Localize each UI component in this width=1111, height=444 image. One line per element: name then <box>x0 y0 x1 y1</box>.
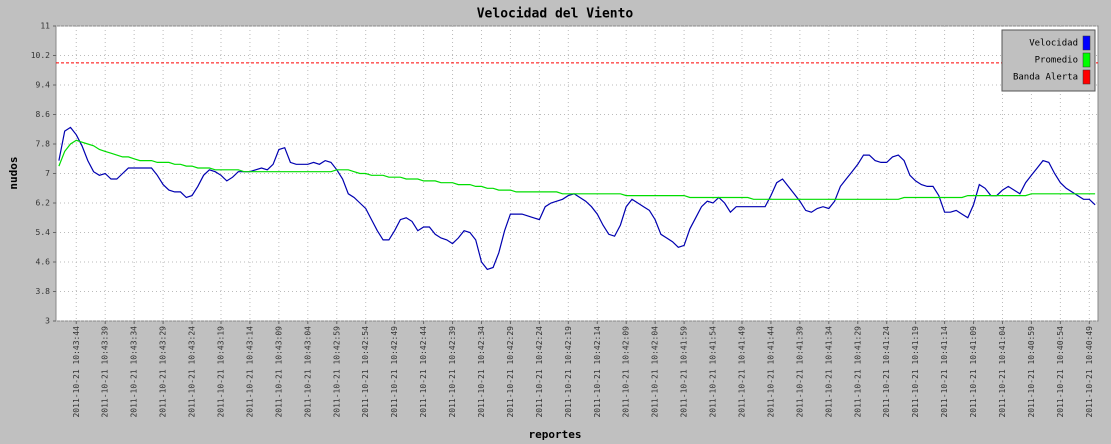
legend-label: Velocidad <box>1029 39 1078 49</box>
y-tick-label: 6.2 <box>36 199 51 208</box>
x-tick-label: 2011-10-21 10:42:39 <box>448 326 457 418</box>
x-tick-label: 2011-10-21 10:41:54 <box>709 326 718 418</box>
x-tick-label: 2011-10-21 10:42:49 <box>390 326 399 418</box>
y-axis-label: nudos <box>7 156 20 189</box>
x-tick-label: 2011-10-21 10:40:49 <box>1085 326 1094 418</box>
x-tick-label: 2011-10-21 10:41:14 <box>940 326 949 418</box>
x-tick-label: 2011-10-21 10:43:19 <box>216 326 225 418</box>
x-tick-label: 2011-10-21 10:42:24 <box>535 326 544 418</box>
x-tick-label: 2011-10-21 10:42:44 <box>419 326 428 418</box>
y-tick-label: 5.4 <box>36 228 51 237</box>
x-tick-label: 2011-10-21 10:42:34 <box>477 326 486 418</box>
x-tick-label: 2011-10-21 10:41:29 <box>853 326 862 418</box>
legend-swatch <box>1082 69 1091 85</box>
x-tick-label: 2011-10-21 10:41:24 <box>882 326 891 418</box>
series-line <box>58 139 1096 200</box>
y-tick-label: 3.8 <box>36 287 51 296</box>
chart-title: Velocidad del Viento <box>477 7 634 22</box>
x-tick-label: 2011-10-21 10:43:34 <box>130 326 139 418</box>
x-tick-label: 2011-10-21 10:40:54 <box>1056 326 1065 418</box>
y-tick-label: 10.2 <box>31 51 50 60</box>
legend-swatch <box>1082 52 1091 68</box>
x-tick-label: 2011-10-21 10:41:34 <box>824 326 833 418</box>
x-tick-label: 2011-10-21 10:41:19 <box>911 326 920 418</box>
legend-label: Banda Alerta <box>1013 73 1078 83</box>
y-tick-label: 9.4 <box>36 81 51 90</box>
x-tick-label: 2011-10-21 10:42:59 <box>332 326 341 418</box>
series-line <box>58 126 1096 271</box>
y-tick-label: 7 <box>45 169 50 178</box>
y-tick-label: 8.6 <box>36 110 51 119</box>
x-tick-label: 2011-10-21 10:43:39 <box>101 326 110 418</box>
y-tick-label: 3 <box>45 317 50 326</box>
y-tick-label: 7.8 <box>36 140 51 149</box>
x-tick-label: 2011-10-21 10:40:59 <box>1027 326 1036 418</box>
x-tick-label: 2011-10-21 10:42:19 <box>564 326 573 418</box>
x-tick-label: 2011-10-21 10:42:04 <box>651 326 660 418</box>
x-tick-label: 2011-10-21 10:41:39 <box>795 326 804 418</box>
x-tick-label: 2011-10-21 10:41:09 <box>969 326 978 418</box>
x-tick-label: 2011-10-21 10:41:59 <box>680 326 689 418</box>
x-tick-label: 2011-10-21 10:43:29 <box>159 326 168 418</box>
x-tick-label: 2011-10-21 10:43:44 <box>72 326 81 418</box>
x-tick-label: 2011-10-21 10:42:14 <box>593 326 602 418</box>
legend-box <box>1001 29 1096 92</box>
x-tick-label: 2011-10-21 10:42:29 <box>506 326 515 418</box>
y-tick-label: 4.6 <box>36 258 51 267</box>
x-tick-label: 2011-10-21 10:41:04 <box>998 326 1007 418</box>
x-tick-label: 2011-10-21 10:42:54 <box>361 326 370 418</box>
x-axis-label: reportes <box>529 428 582 441</box>
x-tick-label: 2011-10-21 10:43:09 <box>274 326 283 418</box>
y-tick-label: 11 <box>40 22 50 31</box>
x-tick-label: 2011-10-21 10:43:14 <box>245 326 254 418</box>
x-tick-label: 2011-10-21 10:41:44 <box>766 326 775 418</box>
x-tick-label: 2011-10-21 10:43:04 <box>303 326 312 418</box>
x-tick-label: 2011-10-21 10:42:09 <box>622 326 631 418</box>
legend-swatch <box>1082 35 1091 51</box>
legend-label: Promedio <box>1035 56 1078 66</box>
x-tick-label: 2011-10-21 10:41:49 <box>737 326 746 418</box>
x-tick-label: 2011-10-21 10:43:24 <box>188 326 197 418</box>
